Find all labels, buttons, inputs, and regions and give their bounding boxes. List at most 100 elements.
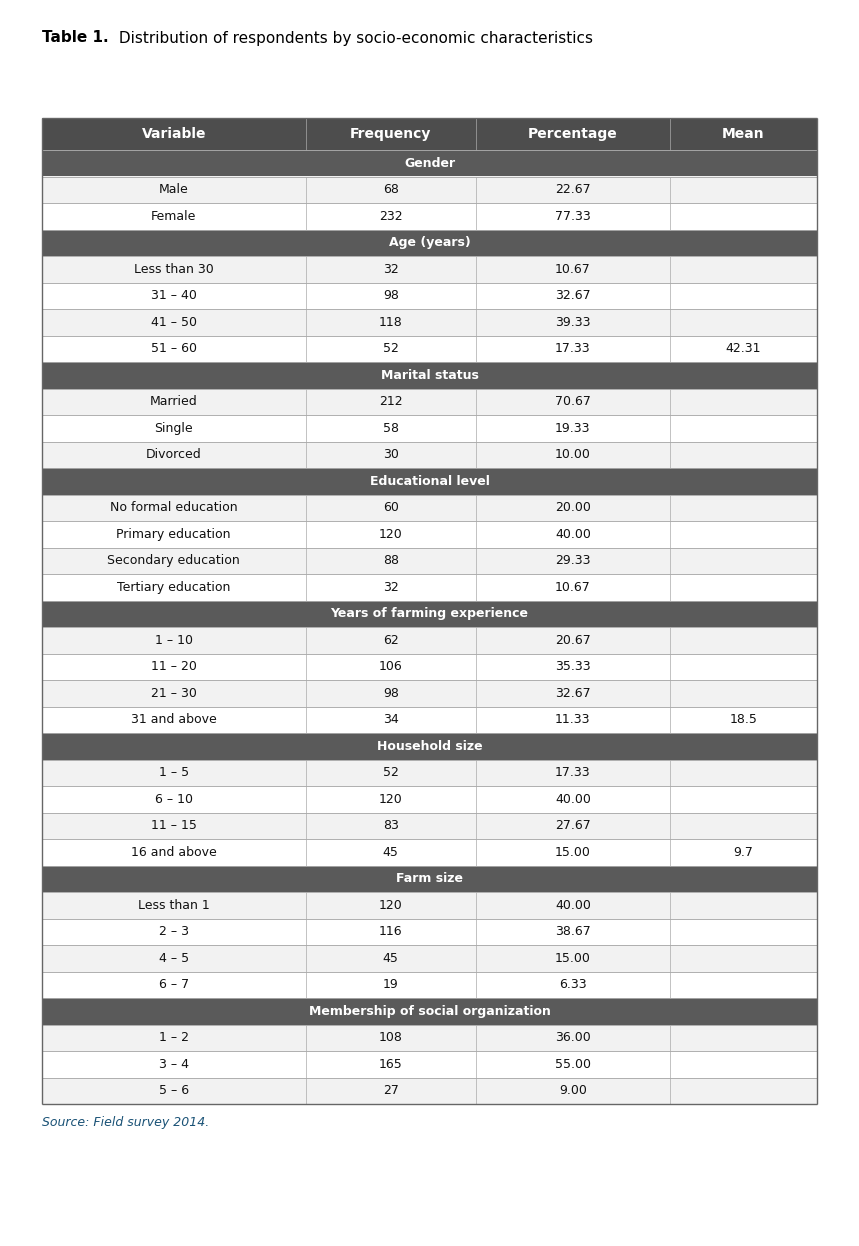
Bar <box>42 335 817 363</box>
Bar <box>42 786 817 812</box>
Bar <box>42 203 817 229</box>
Bar <box>42 944 817 972</box>
Bar <box>42 760 817 786</box>
Text: Mean: Mean <box>722 127 765 141</box>
Text: 120: 120 <box>379 898 403 912</box>
Bar <box>42 255 817 283</box>
Text: 38.67: 38.67 <box>555 926 591 938</box>
Text: Source: Field survey 2014.: Source: Field survey 2014. <box>42 1115 210 1129</box>
Text: 15.00: 15.00 <box>555 952 591 964</box>
Text: 10.00: 10.00 <box>555 449 591 461</box>
Bar <box>42 521 817 547</box>
Bar <box>42 309 817 335</box>
Text: 9.00: 9.00 <box>559 1084 587 1098</box>
Bar <box>42 229 817 255</box>
Text: 34: 34 <box>383 713 399 726</box>
Text: 39.33: 39.33 <box>555 315 591 329</box>
Text: 32: 32 <box>383 263 399 275</box>
Text: 1 – 2: 1 – 2 <box>159 1032 189 1044</box>
Text: 32: 32 <box>383 581 399 594</box>
Text: 17.33: 17.33 <box>555 766 591 779</box>
Text: Secondary education: Secondary education <box>107 554 241 567</box>
Text: Less than 1: Less than 1 <box>138 898 210 912</box>
Bar <box>42 866 817 892</box>
Text: Farm size: Farm size <box>396 872 463 885</box>
Text: 10.67: 10.67 <box>555 263 591 275</box>
Bar <box>42 972 817 998</box>
Text: Household size: Household size <box>377 740 482 753</box>
Text: Less than 30: Less than 30 <box>134 263 214 275</box>
Text: 88: 88 <box>383 554 399 567</box>
Text: Male: Male <box>159 183 189 197</box>
Text: 2 – 3: 2 – 3 <box>159 926 189 938</box>
Bar <box>42 415 817 441</box>
Text: 98: 98 <box>383 289 399 303</box>
Text: Table 1.: Table 1. <box>42 30 108 46</box>
Text: 120: 120 <box>379 792 403 806</box>
Text: 6 – 10: 6 – 10 <box>155 792 192 806</box>
Text: 116: 116 <box>379 926 403 938</box>
Text: 32.67: 32.67 <box>555 687 591 700</box>
Text: 6.33: 6.33 <box>559 978 587 992</box>
Text: 11.33: 11.33 <box>555 713 591 726</box>
Bar <box>42 839 817 866</box>
Text: Married: Married <box>149 395 198 409</box>
Text: Age (years): Age (years) <box>388 237 471 249</box>
Text: 40.00: 40.00 <box>555 792 591 806</box>
Text: 3 – 4: 3 – 4 <box>159 1058 189 1070</box>
Text: 52: 52 <box>383 766 399 779</box>
Bar <box>42 627 817 653</box>
Text: 83: 83 <box>383 820 399 832</box>
Bar <box>42 363 817 389</box>
Text: 35.33: 35.33 <box>555 660 591 673</box>
Text: 17.33: 17.33 <box>555 343 591 355</box>
Text: 18.5: 18.5 <box>729 713 758 726</box>
Text: Marital status: Marital status <box>381 369 478 381</box>
Text: 120: 120 <box>379 528 403 541</box>
Text: 51 – 60: 51 – 60 <box>150 343 197 355</box>
Text: 19: 19 <box>383 978 399 992</box>
Text: 10.67: 10.67 <box>555 581 591 594</box>
Bar <box>42 706 817 733</box>
Bar <box>42 653 817 680</box>
Text: Female: Female <box>151 209 197 223</box>
Text: 62: 62 <box>383 634 399 647</box>
Text: Tertiary education: Tertiary education <box>117 581 230 594</box>
Text: 106: 106 <box>379 660 403 673</box>
Text: Frequency: Frequency <box>350 127 431 141</box>
Text: 58: 58 <box>383 421 399 435</box>
Text: 16 and above: 16 and above <box>131 846 216 858</box>
Bar <box>42 733 817 760</box>
Text: 1 – 5: 1 – 5 <box>159 766 189 779</box>
Text: 5 – 6: 5 – 6 <box>159 1084 189 1098</box>
Text: 22.67: 22.67 <box>555 183 591 197</box>
Bar <box>42 177 817 203</box>
Text: 21 – 30: 21 – 30 <box>151 687 197 700</box>
Text: Variable: Variable <box>142 127 206 141</box>
Text: 31 – 40: 31 – 40 <box>151 289 197 303</box>
Text: Percentage: Percentage <box>528 127 618 141</box>
Text: 77.33: 77.33 <box>555 209 591 223</box>
Text: 98: 98 <box>383 687 399 700</box>
Text: Divorced: Divorced <box>146 449 202 461</box>
Text: 6 – 7: 6 – 7 <box>159 978 189 992</box>
Text: 165: 165 <box>379 1058 403 1070</box>
Bar <box>42 601 817 627</box>
Text: 4 – 5: 4 – 5 <box>159 952 189 964</box>
Text: Primary education: Primary education <box>117 528 231 541</box>
Text: Educational level: Educational level <box>369 475 490 487</box>
Text: 1 – 10: 1 – 10 <box>155 634 192 647</box>
Text: 212: 212 <box>379 395 403 409</box>
Text: 9.7: 9.7 <box>734 846 753 858</box>
Bar <box>42 389 817 415</box>
Text: 32.67: 32.67 <box>555 289 591 303</box>
Text: 55.00: 55.00 <box>555 1058 591 1070</box>
Text: 20.67: 20.67 <box>555 634 591 647</box>
Text: 45: 45 <box>383 846 399 858</box>
Text: 41 – 50: 41 – 50 <box>150 315 197 329</box>
Bar <box>42 547 817 574</box>
Bar <box>42 1050 817 1078</box>
Text: 42.31: 42.31 <box>726 343 761 355</box>
Bar <box>42 574 817 601</box>
Bar <box>42 1078 817 1104</box>
